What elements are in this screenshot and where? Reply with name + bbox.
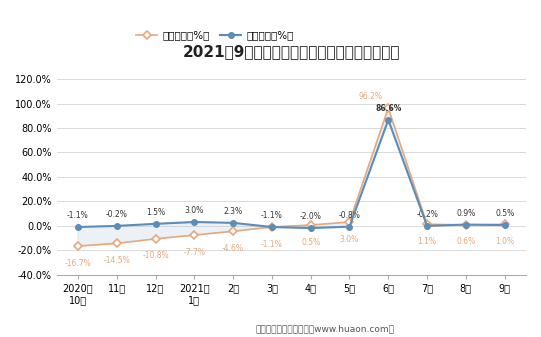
Text: -0.2%: -0.2% <box>106 210 128 219</box>
Text: -1.1%: -1.1% <box>67 211 89 220</box>
Text: 0.5%: 0.5% <box>301 238 320 247</box>
Text: -16.7%: -16.7% <box>64 258 91 268</box>
同比增长（%） <box>502 222 508 226</box>
Text: 2.3%: 2.3% <box>223 207 243 216</box>
环比增长（%） <box>152 222 159 226</box>
同比增长（%） <box>152 237 159 241</box>
同比增长（%） <box>463 223 469 227</box>
Text: 1.0%: 1.0% <box>495 237 514 246</box>
Title: 2021年9月活鸡（普通肉鸡）集贸市场价格增速: 2021年9月活鸡（普通肉鸡）集贸市场价格增速 <box>182 44 400 59</box>
同比增长（%） <box>385 106 392 110</box>
环比增长（%） <box>346 225 353 229</box>
Text: 制图：华经产业研究院（www.huaon.com）: 制图：华经产业研究院（www.huaon.com） <box>255 325 394 334</box>
Text: 86.6%: 86.6% <box>375 104 401 113</box>
Text: 0.9%: 0.9% <box>456 209 476 218</box>
Text: 1.5%: 1.5% <box>146 208 165 217</box>
环比增长（%） <box>75 225 81 229</box>
同比增长（%） <box>191 233 197 237</box>
同比增长（%） <box>346 220 353 224</box>
同比增长（%） <box>75 244 81 248</box>
同比增长（%） <box>424 222 430 226</box>
Text: -0.2%: -0.2% <box>416 210 438 219</box>
环比增长（%） <box>114 224 120 228</box>
Line: 环比增长（%）: 环比增长（%） <box>75 117 507 231</box>
环比增长（%） <box>230 221 236 225</box>
环比增长（%） <box>502 223 508 227</box>
环比增长（%） <box>191 220 197 224</box>
Text: -10.8%: -10.8% <box>142 251 169 261</box>
Legend: 同比增长（%）, 环比增长（%）: 同比增长（%）, 环比增长（%） <box>132 26 298 45</box>
Text: -7.7%: -7.7% <box>183 248 206 256</box>
环比增长（%） <box>463 222 469 226</box>
同比增长（%） <box>230 229 236 233</box>
Line: 同比增长（%）: 同比增长（%） <box>75 105 507 249</box>
Text: 1.1%: 1.1% <box>418 237 437 246</box>
环比增长（%） <box>269 225 275 229</box>
Text: 3.0%: 3.0% <box>184 206 204 215</box>
同比增长（%） <box>114 241 120 245</box>
Text: -0.8%: -0.8% <box>339 211 360 220</box>
Text: -14.5%: -14.5% <box>103 256 130 265</box>
Text: -4.6%: -4.6% <box>222 244 244 253</box>
同比增长（%） <box>307 223 314 227</box>
环比增长（%） <box>385 118 392 122</box>
Text: -1.1%: -1.1% <box>261 240 283 248</box>
Text: 0.6%: 0.6% <box>456 238 476 246</box>
Text: 96.2%: 96.2% <box>359 92 382 101</box>
Text: 3.0%: 3.0% <box>340 235 359 244</box>
环比增长（%） <box>424 224 430 228</box>
Text: -2.0%: -2.0% <box>300 212 322 221</box>
Text: 0.5%: 0.5% <box>495 209 514 218</box>
环比增长（%） <box>307 226 314 230</box>
Text: -1.1%: -1.1% <box>261 211 283 220</box>
同比增长（%） <box>269 225 275 229</box>
